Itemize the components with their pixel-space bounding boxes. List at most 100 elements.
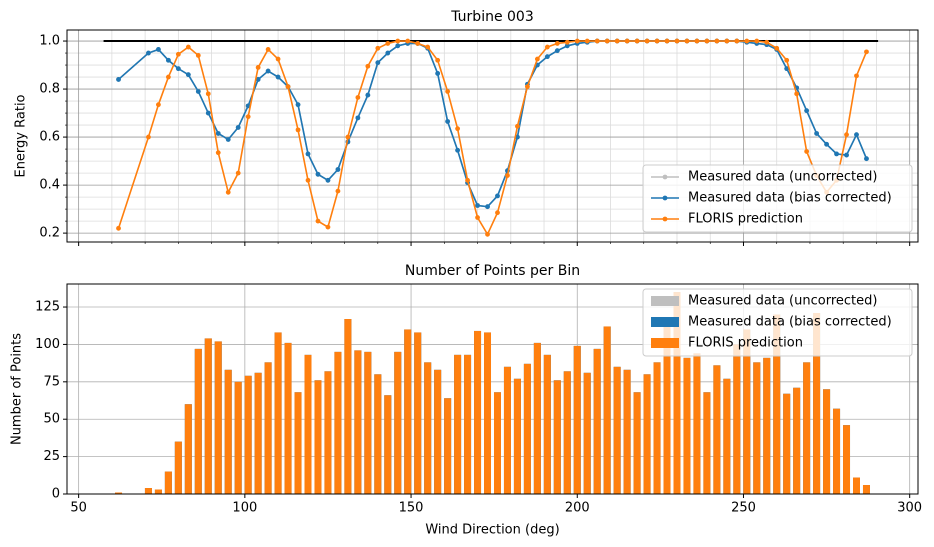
point — [495, 193, 500, 199]
bar — [394, 351, 402, 494]
bar — [593, 348, 601, 494]
point — [804, 108, 810, 114]
point — [365, 63, 371, 69]
legend-marker — [662, 216, 668, 222]
point — [175, 66, 181, 72]
bar — [583, 372, 591, 494]
point — [864, 156, 869, 162]
point — [525, 84, 530, 90]
point — [654, 38, 660, 44]
bar — [803, 362, 811, 494]
bar — [264, 362, 272, 494]
point — [844, 132, 849, 138]
bar — [144, 488, 152, 494]
bar — [274, 332, 282, 494]
subplot-title: Turbine 003 — [450, 9, 534, 25]
bar — [314, 380, 322, 494]
point — [405, 38, 411, 44]
point — [475, 203, 480, 208]
legend-swatch — [651, 338, 679, 348]
point — [714, 38, 720, 44]
x-tick-label: 300 — [897, 501, 922, 516]
point — [225, 137, 231, 142]
y-tick-label: 25 — [43, 449, 60, 464]
point — [754, 38, 760, 44]
point — [505, 173, 510, 178]
bar — [344, 319, 352, 494]
point — [485, 231, 490, 237]
bar — [184, 404, 192, 494]
legend: Measured data (uncorrected) Measured data… — [642, 164, 913, 233]
point — [804, 149, 810, 154]
bar — [623, 369, 631, 494]
point — [614, 38, 620, 44]
legend-label: Measured data (uncorrected) — [688, 170, 877, 185]
point — [165, 57, 171, 63]
point — [305, 177, 311, 183]
point — [664, 38, 670, 44]
point — [564, 39, 570, 45]
point — [255, 77, 261, 82]
point — [325, 177, 331, 183]
y-tick-label: 0.6 — [39, 130, 60, 145]
point — [604, 38, 610, 44]
legend-box — [642, 164, 913, 233]
point — [634, 38, 640, 44]
point — [574, 38, 580, 44]
point — [415, 41, 421, 46]
point — [255, 65, 261, 70]
point — [245, 114, 251, 120]
y-axis-label: Number of Points — [10, 333, 25, 445]
point — [534, 56, 540, 62]
bar — [334, 351, 342, 494]
point — [764, 39, 770, 45]
bar — [693, 353, 701, 494]
point — [554, 41, 560, 46]
point — [355, 95, 361, 100]
y-axis-label: Energy Ratio — [14, 94, 29, 177]
point — [465, 177, 470, 183]
point — [325, 224, 331, 230]
x-axis-label: Wind Direction (deg) — [425, 523, 559, 538]
point — [205, 110, 211, 116]
point — [515, 123, 520, 129]
bar — [454, 354, 462, 494]
legend-label: FLORIS prediction — [688, 212, 803, 227]
y-tick-label: 0.2 — [39, 226, 60, 241]
point — [116, 77, 121, 82]
bar — [464, 354, 472, 494]
point — [315, 218, 321, 224]
legend-box — [642, 288, 913, 357]
bar — [214, 341, 222, 494]
bar — [364, 351, 372, 494]
point — [455, 147, 460, 153]
point — [385, 50, 391, 56]
bar — [424, 362, 432, 494]
bar — [563, 371, 571, 494]
y-tick-label: 125 — [35, 300, 60, 315]
point — [265, 68, 271, 74]
bar — [294, 392, 302, 494]
bar — [384, 395, 392, 494]
legend-swatch — [651, 317, 679, 327]
bar — [683, 357, 691, 494]
point — [385, 41, 391, 46]
y-tick-label: 50 — [43, 412, 60, 427]
point — [365, 92, 371, 98]
point — [395, 38, 401, 44]
bar — [484, 332, 492, 494]
point — [844, 152, 849, 158]
bar — [324, 371, 332, 494]
bar — [474, 330, 482, 494]
y-tick-label: 0.4 — [39, 178, 60, 193]
bar — [493, 392, 501, 494]
point — [275, 56, 281, 62]
point — [195, 53, 201, 58]
point — [305, 151, 311, 157]
bar — [753, 362, 761, 494]
point — [185, 72, 191, 78]
point — [704, 38, 710, 44]
subplot: 50 100 150 200 250 300 0 25 50 75 100 125 Number of … — [10, 263, 923, 538]
point — [435, 57, 441, 63]
